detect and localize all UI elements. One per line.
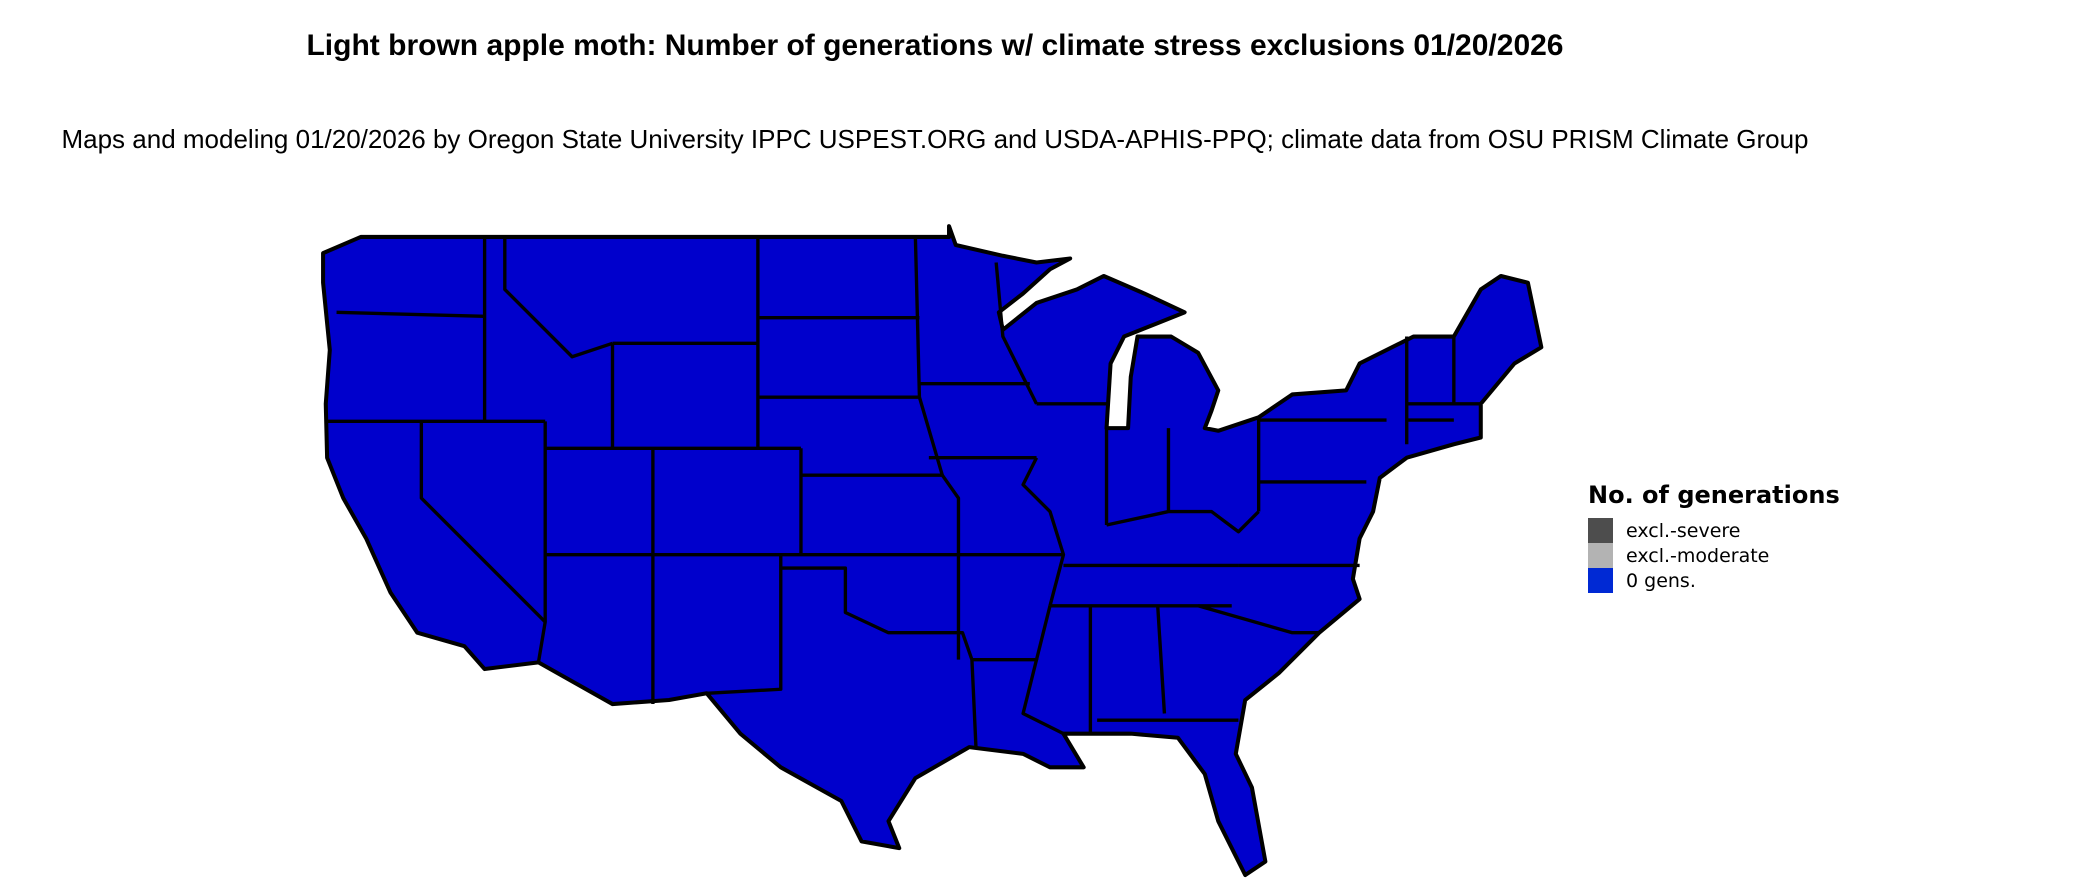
legend-label: excl.-moderate [1626,544,1770,567]
legend-title: No. of generations [1588,481,1840,509]
legend-item-excl-moderate: excl.-moderate [1588,543,1840,568]
state-borders [327,236,1481,748]
legend-label: excl.-severe [1626,519,1741,542]
legend-item-0-gens: 0 gens. [1588,568,1840,593]
legend-label: 0 gens. [1626,569,1696,592]
us-outline [321,224,1544,878]
legend-swatch [1588,568,1613,593]
map-subtitle: Maps and modeling 01/20/2026 by Oregon S… [61,124,1809,154]
legend: No. of generations excl.-severe excl.-mo… [1588,482,1840,593]
legend-swatch [1588,518,1613,543]
legend-swatch [1588,543,1613,568]
map-title: Light brown apple moth: Number of genera… [306,29,1564,62]
legend-item-excl-severe: excl.-severe [1588,518,1840,543]
